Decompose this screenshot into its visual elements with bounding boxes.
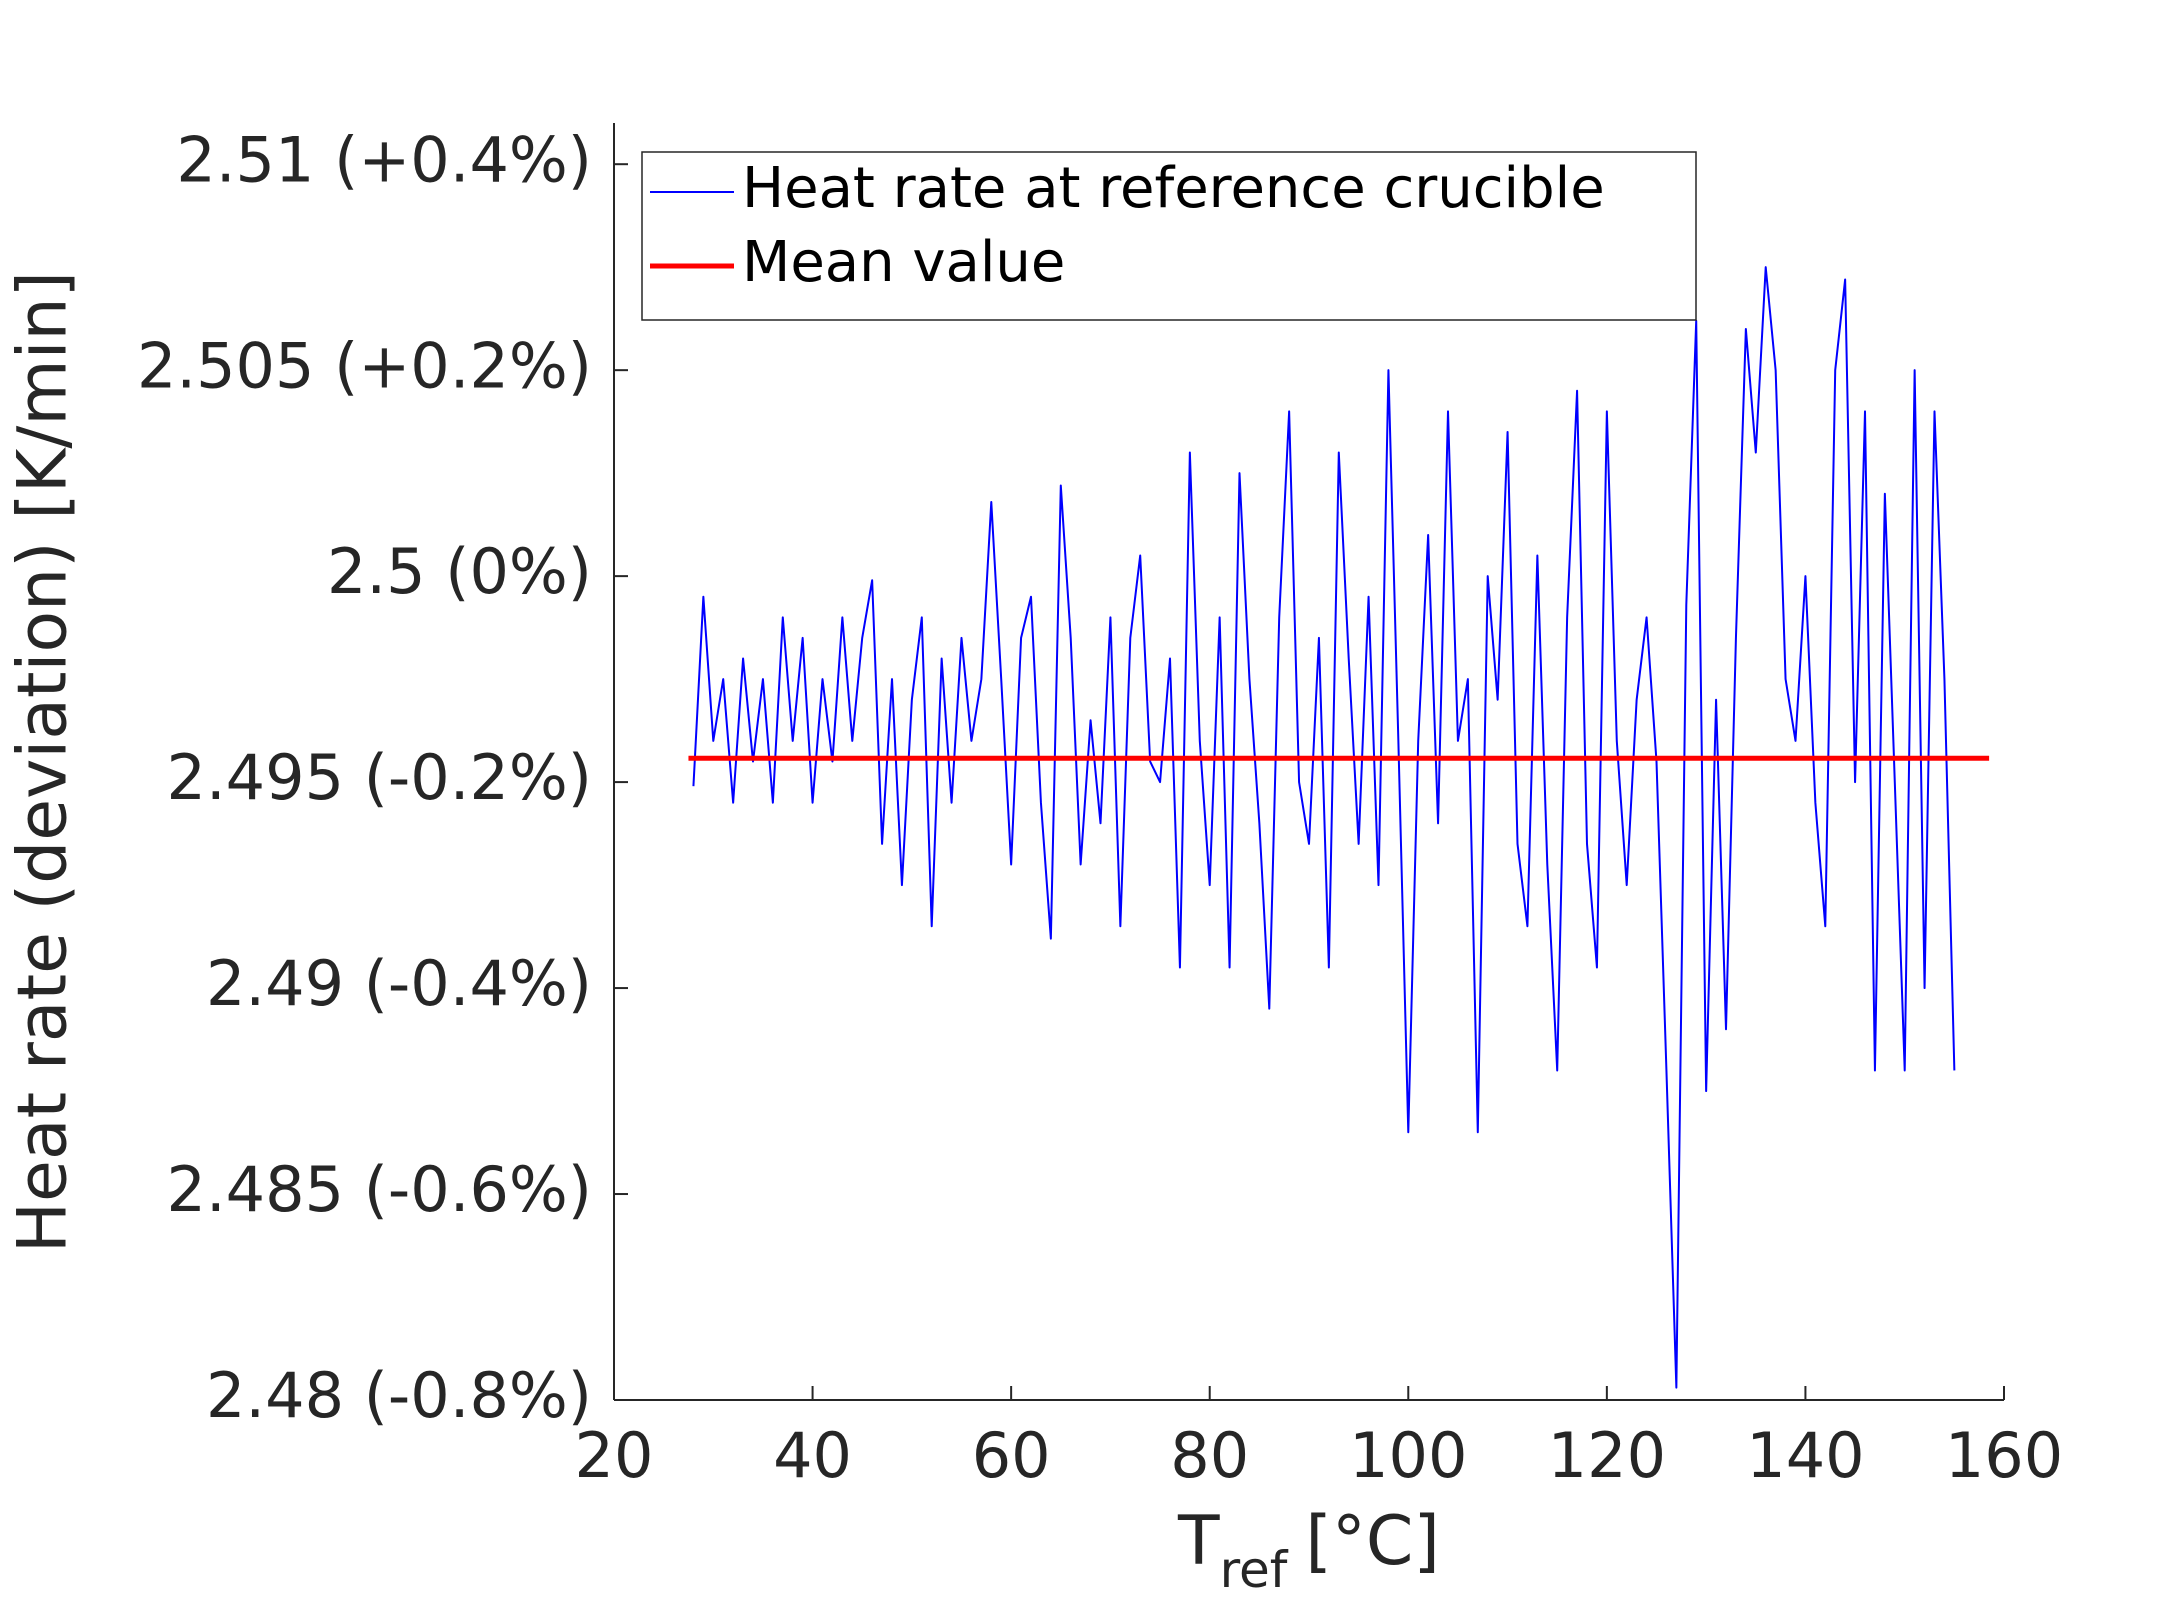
y-axis-label: Heat rate (deviation) [K/min] [4,271,83,1253]
y-tick-label: 2.5 (0%) [327,535,592,608]
y-tick-label: 2.505 (+0.2%) [137,329,592,402]
x-tick-label: 120 [1548,1419,1666,1492]
x-label-main: T [1177,1502,1220,1581]
x-tick-label: 20 [575,1419,654,1492]
x-tick-label: 40 [773,1419,852,1492]
data-line [692,266,1956,1389]
x-label-unit: [°C] [1305,1502,1440,1581]
x-label-subscript: ref [1220,1541,1289,1599]
legend-label: Mean value [742,230,1065,295]
x-tick-label: 60 [972,1419,1051,1492]
x-axis-label: Tref [°C] [1177,1502,1440,1599]
y-tick-label: 2.51 (+0.4%) [176,123,592,196]
x-tick-label: 160 [1945,1419,2063,1492]
x-tick-label: 100 [1349,1419,1467,1492]
x-tick-label: 80 [1170,1419,1249,1492]
x-tick-label: 140 [1746,1419,1864,1492]
y-tick-label: 2.49 (-0.4%) [206,947,592,1020]
legend-label: Heat rate at reference crucible [742,156,1605,221]
y-tick-label: 2.485 (-0.6%) [167,1153,592,1226]
legend-box [641,151,1697,321]
y-tick-label: 2.48 (-0.8%) [206,1359,592,1432]
y-tick-label: 2.495 (-0.2%) [167,741,592,814]
